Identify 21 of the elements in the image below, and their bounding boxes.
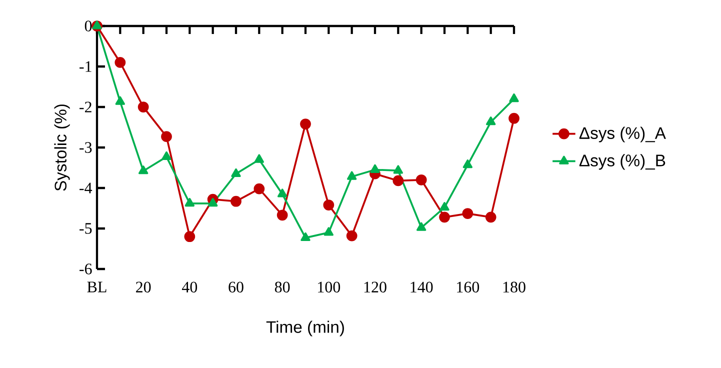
x-tick-label: 180 (503, 282, 526, 293)
x-tick-label: 140 (410, 282, 433, 293)
x-tick-label: 100 (318, 282, 340, 293)
y-tick-label: -3 (80, 142, 92, 153)
x-tick-label: BL (87, 282, 106, 292)
legend-label: Δsys (%)_A (579, 126, 666, 142)
y-tick-label: 0 (84, 20, 92, 32)
y-tick-label: -1 (80, 61, 92, 72)
x-axis-title: Time (min) (266, 320, 344, 336)
x-tick-label: 80 (274, 282, 290, 293)
x-tick-label: 20 (136, 282, 151, 293)
y-tick-label: -6 (80, 264, 92, 274)
x-tick-label: 40 (182, 282, 198, 293)
y-tick-label: -4 (80, 182, 92, 194)
y-tick-label: -5 (80, 223, 92, 234)
y-axis-title: Systolic (%) (54, 104, 70, 191)
x-tick-label: 60 (228, 282, 244, 293)
x-tick-label: 120 (364, 282, 386, 293)
x-tick-label: 160 (457, 282, 480, 293)
y-tick-label: -2 (80, 102, 92, 112)
legend-label: Δsys (%)_B (579, 154, 666, 170)
